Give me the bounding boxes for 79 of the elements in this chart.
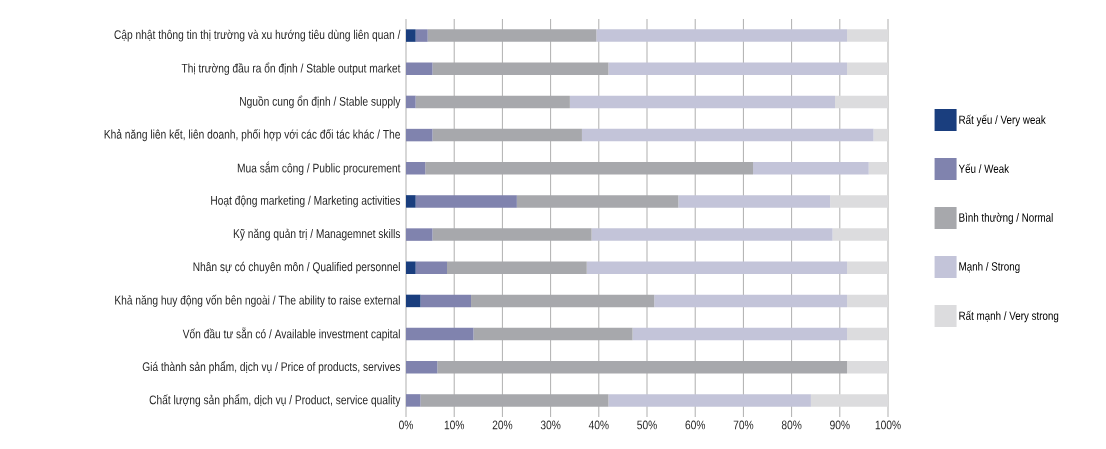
bar: [432, 128, 582, 142]
bar: [406, 29, 416, 42]
bar: [446, 261, 587, 274]
bar: [406, 195, 416, 208]
legend-label: Mạnh / Strong: [959, 261, 1020, 274]
bar: [591, 228, 833, 241]
bar: [471, 294, 655, 308]
legend-label: Rất mạnh / Very strong: [959, 310, 1059, 323]
bar: [608, 62, 848, 75]
legend-label: Yếu / Weak: [958, 163, 1010, 173]
x-tick-label: 10%: [444, 420, 465, 430]
bar: [847, 361, 889, 374]
x-tick-label: 70%: [733, 420, 754, 430]
bar: [830, 195, 889, 208]
bar: [415, 195, 517, 208]
bar: [608, 394, 811, 407]
x-tick-label: 50%: [637, 420, 657, 430]
y-tick-label: Hoạt động marketing / Marketing activities: [211, 195, 401, 208]
bar: [415, 29, 428, 42]
bar: [847, 29, 889, 42]
bar: [569, 95, 835, 109]
y-tick-label: Mua sắm công / Public procurement: [237, 161, 401, 175]
bar: [516, 195, 679, 208]
bar: [847, 261, 889, 274]
x-tick-label: 100%: [875, 420, 901, 430]
bar: [437, 361, 848, 374]
y-tick-label: Kỹ năng quản trị / Managemnet skills: [233, 228, 401, 241]
bar: [406, 162, 426, 175]
bar: [406, 294, 421, 308]
y-tick-label: Giá thành sản phẩm, dịch vụ / Price of products, servives: [142, 360, 401, 374]
bar: [654, 294, 848, 308]
x-tick-label: 80%: [781, 420, 802, 430]
bar: [415, 261, 447, 274]
bar: [406, 128, 433, 142]
bar: [432, 228, 592, 241]
bar: [810, 394, 889, 407]
y-tick-label: Khả năng liên kết, liên doanh, phối hợp với các đối tác khác / The: [104, 129, 400, 142]
bar: [420, 294, 472, 308]
legend-label: Bình thường / Normal: [959, 212, 1053, 225]
bar: [834, 95, 889, 109]
bar: [406, 361, 438, 374]
bar: [425, 162, 754, 175]
bar: [406, 261, 416, 274]
legend-label: Rất yếu / Very weak: [959, 114, 1046, 127]
x-tick-label: 0%: [399, 420, 414, 430]
x-tick-label: 60%: [685, 420, 706, 430]
y-tick-label: Nguồn cung ổn định / Stable supply: [240, 95, 401, 109]
bar: [868, 162, 889, 175]
bar: [420, 394, 609, 407]
y-tick-label: Vốn đầu tư sẵn có / Available investment capital: [182, 327, 400, 341]
x-tick-label: 30%: [540, 420, 561, 430]
bar: [632, 327, 848, 341]
bar: [432, 62, 609, 75]
y-tick-label: Cập nhật thông tin thị trường và xu hướng tiêu dùng liên quan /: [114, 29, 401, 42]
y-tick-label: Nhân sự có chuyên môn / Qualified personnel: [193, 261, 400, 274]
bar: [406, 95, 416, 109]
bar: [406, 327, 474, 341]
bar: [415, 95, 570, 109]
bar: [753, 162, 869, 175]
bar: [427, 29, 597, 42]
bar: [873, 128, 889, 142]
bar: [847, 62, 889, 75]
y-tick-label: Thị trường đầu ra ổn định / Stable output market: [181, 62, 401, 76]
bar: [678, 195, 831, 208]
bar: [473, 327, 633, 341]
x-tick-label: 20%: [492, 420, 513, 430]
bar: [832, 228, 889, 241]
y-tick-label: Khả năng huy động vốn bên ngoài / The ability to raise external: [115, 294, 400, 307]
y-tick-label: Chất lượng sản phẩm, dịch vụ / Product, service quality: [149, 394, 401, 407]
bar: [581, 128, 874, 142]
x-tick-label: 40%: [588, 420, 609, 430]
bar: [596, 29, 848, 42]
bar: [406, 228, 433, 241]
bar: [406, 62, 433, 75]
bar: [586, 261, 848, 274]
bar: [847, 327, 889, 341]
bar: [406, 394, 421, 407]
bar: [847, 294, 889, 308]
x-tick-label: 90%: [830, 420, 850, 430]
